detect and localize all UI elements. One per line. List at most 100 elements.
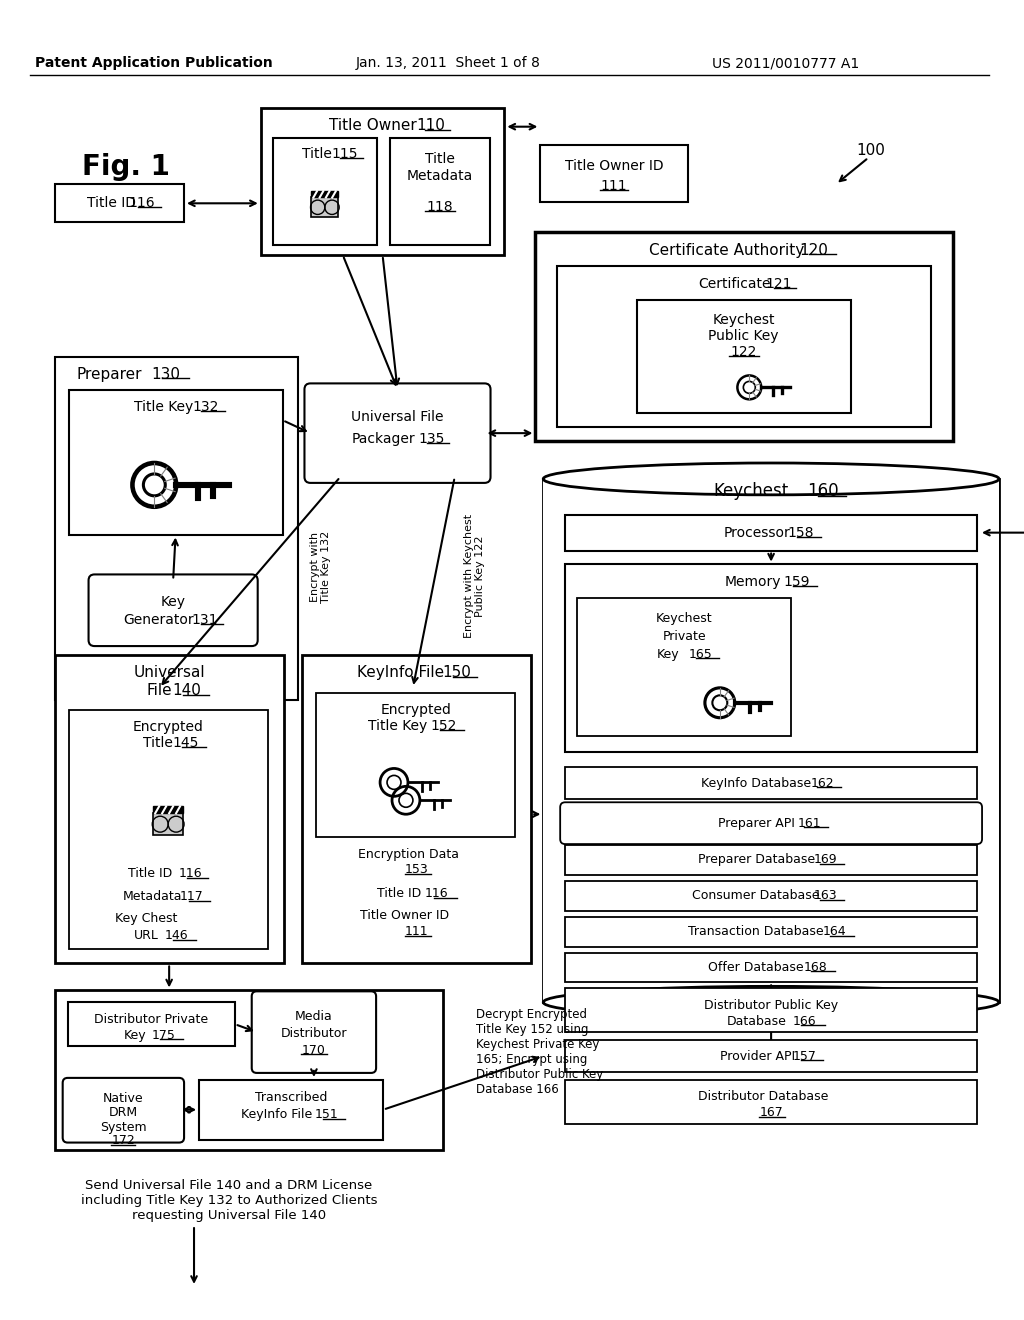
Text: Key: Key (161, 595, 185, 610)
Text: 121: 121 (766, 277, 793, 290)
Text: KeyInfo File: KeyInfo File (357, 665, 444, 680)
Ellipse shape (544, 986, 999, 1018)
Text: Distributor: Distributor (281, 1027, 347, 1040)
Text: File: File (146, 684, 172, 698)
Text: Encrypt with
Title Key 132: Encrypt with Title Key 132 (309, 531, 331, 603)
Text: Title Owner: Title Owner (329, 119, 417, 133)
Ellipse shape (544, 463, 999, 495)
Text: Generator: Generator (123, 614, 194, 627)
Text: Preparer Database: Preparer Database (697, 854, 815, 866)
Text: Distributor Private: Distributor Private (94, 1012, 208, 1026)
Bar (199, 1080, 383, 1139)
Text: 111: 111 (406, 925, 429, 939)
Text: KeyInfo File: KeyInfo File (242, 1109, 312, 1121)
Text: 116: 116 (128, 197, 155, 210)
Bar (565, 1040, 977, 1072)
Bar (565, 916, 977, 946)
Text: Native: Native (103, 1092, 143, 1105)
Text: 100: 100 (856, 143, 885, 158)
Text: Fig. 1: Fig. 1 (82, 153, 169, 181)
Bar (565, 953, 977, 982)
Text: 116: 116 (425, 887, 449, 900)
Text: 130: 130 (152, 367, 180, 381)
Text: 150: 150 (442, 665, 471, 680)
Bar (390, 137, 489, 246)
Text: Title Key: Title Key (134, 400, 194, 414)
Bar (536, 232, 953, 441)
Text: 168: 168 (804, 961, 827, 974)
Bar (578, 598, 792, 735)
Text: 160: 160 (807, 482, 839, 500)
Text: 159: 159 (783, 576, 810, 590)
Text: Offer Database: Offer Database (709, 961, 804, 974)
Text: Keychest: Keychest (713, 313, 775, 327)
Text: Processor: Processor (724, 525, 791, 540)
Text: 152: 152 (430, 718, 457, 733)
Text: DRM: DRM (109, 1106, 138, 1119)
Text: 122: 122 (730, 345, 757, 359)
Text: Provider API: Provider API (720, 1049, 795, 1063)
Text: Encryption Data: Encryption Data (358, 847, 460, 861)
Bar (302, 655, 531, 964)
Bar (272, 137, 377, 246)
Text: 131: 131 (191, 614, 218, 627)
Text: Title: Title (302, 147, 332, 161)
Bar (565, 880, 977, 911)
Text: Private: Private (663, 630, 706, 643)
Text: Packager: Packager (352, 432, 416, 446)
Text: Title ID: Title ID (87, 197, 136, 210)
Bar (69, 391, 283, 535)
Text: Consumer Database: Consumer Database (692, 890, 820, 903)
Text: 116: 116 (178, 867, 202, 880)
Text: Encrypted: Encrypted (381, 702, 452, 717)
Text: Title ID: Title ID (128, 867, 172, 880)
Text: Key: Key (124, 1028, 146, 1041)
Text: 167: 167 (759, 1106, 783, 1119)
Text: 117: 117 (180, 890, 204, 903)
Bar (311, 191, 338, 198)
Bar (154, 813, 183, 836)
Text: 153: 153 (406, 863, 429, 876)
Text: Metadata: Metadata (123, 890, 182, 903)
Text: KeyInfo Database: KeyInfo Database (701, 777, 811, 789)
Text: Title Owner ID: Title Owner ID (564, 160, 664, 173)
Bar (54, 990, 442, 1150)
Bar (69, 710, 267, 949)
Text: US 2011/0010777 A1: US 2011/0010777 A1 (713, 55, 860, 70)
Text: Certificate: Certificate (698, 277, 770, 290)
Text: 146: 146 (164, 929, 188, 942)
Text: 120: 120 (800, 243, 828, 257)
Text: Send Universal File 140 and a DRM License
including Title Key 132 to Authorized : Send Universal File 140 and a DRM Licens… (81, 1179, 377, 1222)
Text: Database: Database (727, 1015, 787, 1028)
Bar (316, 693, 515, 837)
Text: 164: 164 (823, 925, 847, 939)
Text: Title: Title (143, 735, 173, 750)
Text: Public Key: Public Key (709, 329, 779, 343)
Bar (565, 767, 977, 800)
Text: 135: 135 (418, 432, 444, 446)
Bar (557, 267, 931, 428)
Text: Title Owner ID: Title Owner ID (360, 909, 450, 923)
Text: 162: 162 (810, 777, 834, 789)
Text: Memory: Memory (725, 576, 781, 590)
Text: Title
Metadata: Title Metadata (407, 152, 473, 182)
Text: 158: 158 (787, 525, 814, 540)
Bar (637, 300, 851, 413)
Text: Universal File: Universal File (351, 411, 443, 424)
Text: Transaction Database: Transaction Database (688, 925, 824, 939)
FancyBboxPatch shape (62, 1078, 184, 1143)
Text: 175: 175 (152, 1028, 175, 1041)
Text: 132: 132 (193, 400, 219, 414)
Bar (54, 356, 298, 700)
Text: Encrypted: Encrypted (133, 719, 204, 734)
Text: 172: 172 (112, 1134, 135, 1147)
Text: 170: 170 (302, 1044, 326, 1056)
Text: Title ID: Title ID (377, 887, 421, 900)
Text: 161: 161 (798, 817, 821, 830)
Text: Distributor Public Key: Distributor Public Key (705, 999, 839, 1011)
Text: 140: 140 (173, 684, 202, 698)
Bar (261, 108, 505, 255)
Bar (544, 479, 999, 1002)
Text: 165: 165 (688, 648, 712, 660)
Text: Jan. 13, 2011  Sheet 1 of 8: Jan. 13, 2011 Sheet 1 of 8 (355, 55, 541, 70)
